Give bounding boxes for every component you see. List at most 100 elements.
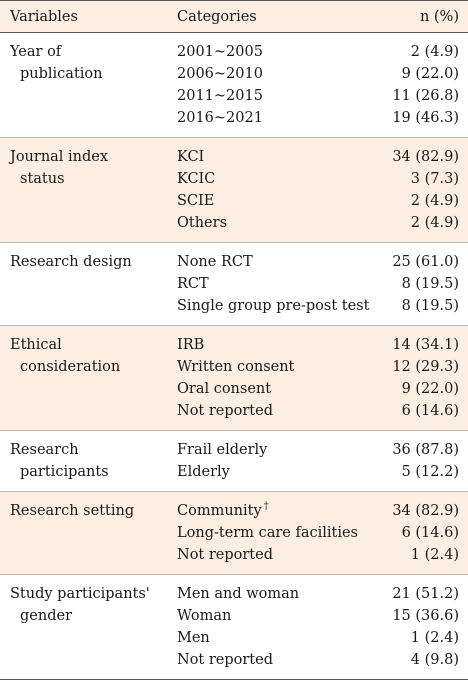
category-line: 2011~2015	[177, 85, 379, 107]
category-line: Oral consent	[177, 378, 379, 400]
count-cell: 21 (51.2) 15 (36.6) 1 (2.4) 4 (9.8)	[380, 574, 468, 680]
variable-cell: Journal index status	[0, 137, 177, 243]
table-row: Study participants' gender Men and woman Wo…	[0, 574, 468, 680]
category-cell: Community † Long-term care facilities Not r…	[177, 491, 380, 575]
category-line: 2016~2021	[177, 107, 379, 129]
variable-cell: Ethical consideration	[0, 325, 177, 431]
category-label: KCI	[177, 149, 205, 165]
variable-cell: Year of publication	[0, 33, 177, 138]
category-label: RCT	[177, 276, 209, 292]
variable-label: Year of	[10, 44, 62, 60]
category-label: 2001~2005	[177, 44, 263, 60]
category-label: Written consent	[177, 359, 295, 375]
variable-label: consideration	[20, 359, 121, 375]
category-line: KCI	[177, 146, 379, 168]
category-label: Frail elderly	[177, 442, 268, 458]
variable-label: Study participants'	[10, 586, 150, 602]
category-line: None RCT	[177, 251, 379, 273]
count-value: 36 (87.8)	[392, 442, 459, 458]
category-line: Frail elderly	[177, 439, 379, 461]
table-row: Ethical consideration IRB Written consent Or…	[0, 325, 468, 431]
category-line: Woman	[177, 605, 379, 627]
category-label: None RCT	[177, 254, 253, 270]
count-value: 14 (34.1)	[392, 337, 459, 353]
count-value: 8 (19.5)	[401, 276, 459, 292]
variable-label: Ethical	[10, 337, 62, 353]
count-value: 15 (36.6)	[392, 608, 459, 624]
header-n-percent: n (%)	[380, 0, 468, 33]
category-line: Single group pre-post test	[177, 295, 379, 317]
category-label: Elderly	[177, 464, 230, 480]
header-row: Variables Categories n (%)	[0, 0, 468, 33]
variable-cell: Research design	[0, 242, 177, 326]
count-value: 8 (19.5)	[401, 298, 459, 314]
category-label: IRB	[177, 337, 205, 353]
category-label: Men	[177, 630, 210, 646]
count-value: 2 (4.9)	[410, 193, 459, 209]
category-line: IRB	[177, 334, 379, 356]
category-label: Long-term care facilities	[177, 525, 358, 541]
category-line: KCIC	[177, 168, 379, 190]
variable-label: Research	[10, 442, 79, 458]
count-value: 34 (82.9)	[392, 503, 459, 519]
table-header: Variables Categories n (%)	[0, 0, 468, 33]
category-label: Others	[177, 215, 228, 231]
count-value: 12 (29.3)	[392, 359, 459, 375]
header-variables: Variables	[0, 0, 177, 33]
category-line: 2006~2010	[177, 63, 379, 85]
variable-label: Research setting	[10, 503, 135, 519]
header-categories: Categories	[177, 0, 380, 33]
table-row: Journal index status KCI KCIC SCIE Others 34 (…	[0, 137, 468, 243]
variable-label: Research design	[10, 254, 132, 270]
category-cell: IRB Written consent Oral consent Not report…	[177, 325, 380, 431]
category-cell: 2001~2005 2006~2010 2011~2015 2016~2021	[177, 33, 380, 138]
category-label: Not reported	[177, 652, 273, 668]
count-value: 6 (14.6)	[401, 403, 459, 419]
count-value: 25 (61.0)	[392, 254, 459, 270]
count-value: 9 (22.0)	[401, 66, 459, 82]
table-row: Research design None RCT RCT Single group p…	[0, 242, 468, 326]
category-line: 2001~2005	[177, 41, 379, 63]
variable-label: gender	[20, 608, 72, 624]
category-cell: None RCT RCT Single group pre-post test	[177, 242, 380, 326]
category-label: Woman	[177, 608, 232, 624]
count-value: 2 (4.9)	[410, 215, 459, 231]
count-value: 3 (7.3)	[410, 171, 459, 187]
category-label: Not reported	[177, 547, 273, 563]
category-label: Single group pre-post test	[177, 298, 370, 314]
count-value: 1 (2.4)	[410, 547, 459, 563]
count-cell: 36 (87.8) 5 (12.2)	[380, 430, 468, 492]
table-row: Year of publication 2001~2005 2006~2010 2011…	[0, 33, 468, 138]
variable-cell: Study participants' gender	[0, 574, 177, 680]
count-value: 2 (4.9)	[410, 44, 459, 60]
category-line: Others	[177, 212, 379, 234]
count-value: 5 (12.2)	[401, 464, 459, 480]
count-value: 34 (82.9)	[392, 149, 459, 165]
category-label: Men and woman	[177, 586, 300, 602]
category-cell: Men and woman Woman Men Not reported	[177, 574, 380, 680]
count-value: 19 (46.3)	[392, 110, 459, 126]
table-row: Research setting Community † Long-term care…	[0, 491, 468, 575]
category-line: Not reported	[177, 544, 379, 566]
category-label: Community	[177, 503, 262, 519]
count-cell: 14 (34.1) 12 (29.3) 9 (22.0) 6 (14.6)	[380, 325, 468, 431]
count-value: 9 (22.0)	[401, 381, 459, 397]
category-label: Oral consent	[177, 381, 272, 397]
variable-label: participants	[20, 464, 109, 480]
category-line: Community †	[177, 500, 379, 522]
category-label: 2011~2015	[177, 88, 263, 104]
count-cell: 34 (82.9) 3 (7.3) 2 (4.9) 2 (4.9)	[380, 137, 468, 243]
category-line: RCT	[177, 273, 379, 295]
variable-label: status	[20, 171, 65, 187]
variable-cell: Research setting	[0, 491, 177, 575]
category-label: Not reported	[177, 403, 273, 419]
category-cell: KCI KCIC SCIE Others	[177, 137, 380, 243]
variable-label: Journal index	[10, 149, 109, 165]
count-cell: 25 (61.0) 8 (19.5) 8 (19.5)	[380, 242, 468, 326]
category-line: Not reported	[177, 400, 379, 422]
category-cell: Frail elderly Elderly	[177, 430, 380, 492]
count-value: 6 (14.6)	[401, 525, 459, 541]
table-body: Year of publication 2001~2005 2006~2010 2011…	[0, 33, 468, 680]
category-line: Not reported	[177, 649, 379, 671]
